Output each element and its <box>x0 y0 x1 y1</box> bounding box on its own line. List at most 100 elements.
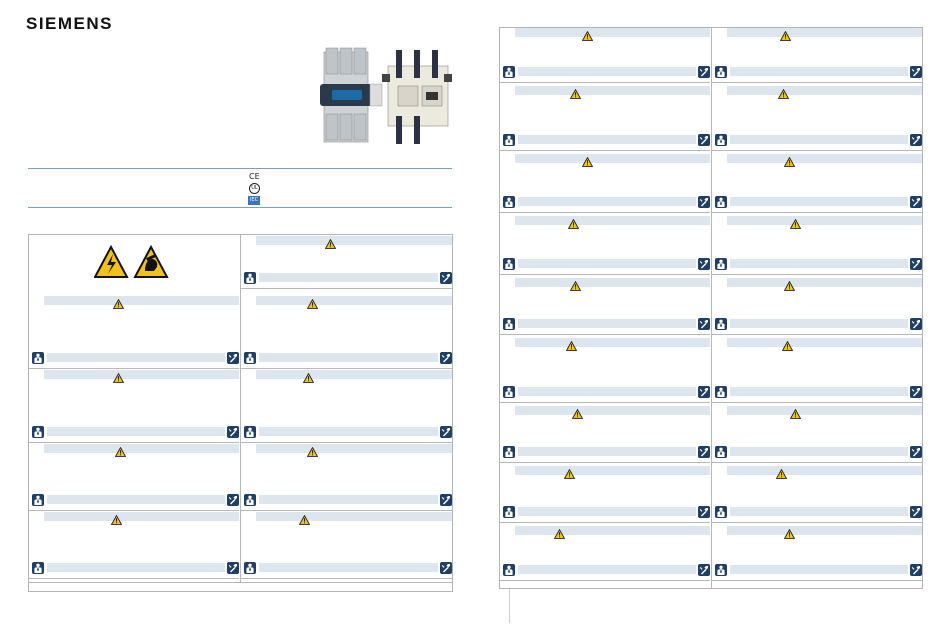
instruction-footer-bar <box>730 319 908 328</box>
instruction-divider <box>712 334 922 335</box>
iec-mark: IEC <box>248 196 260 205</box>
instruction-divider <box>241 578 452 579</box>
high-voltage-hazard-icon <box>94 245 129 278</box>
warning-triangle-icon <box>581 28 594 46</box>
instruction-block <box>500 28 710 83</box>
instruction-footer-bar <box>518 447 696 456</box>
instruction-header-bar <box>44 370 239 379</box>
warning-triangle-icon <box>779 28 792 46</box>
left-column-divider <box>240 234 241 582</box>
instruction-block <box>712 28 922 83</box>
electrician-person-icon <box>715 317 727 330</box>
instruction-divider <box>241 442 452 443</box>
instruction-divider <box>241 288 452 289</box>
instruction-divider <box>712 274 922 275</box>
screwdriver-tool-icon <box>227 351 239 364</box>
instruction-header-bar <box>515 216 710 225</box>
instruction-footer-bar <box>47 563 225 572</box>
instruction-header-bar <box>256 512 452 521</box>
instruction-divider <box>712 522 922 523</box>
right-column-divider <box>711 27 712 589</box>
instruction-footer-bar <box>518 135 696 144</box>
instruction-divider <box>500 522 710 523</box>
electrician-person-icon <box>715 257 727 270</box>
instruction-divider <box>712 462 922 463</box>
electrician-person-icon <box>715 195 727 208</box>
instruction-header-bar <box>727 278 922 287</box>
instruction-block <box>712 86 922 151</box>
instruction-divider <box>712 402 922 403</box>
header-rule-bottom <box>28 207 452 208</box>
instruction-divider <box>712 150 922 151</box>
warning-triangle-icon <box>775 466 788 484</box>
instruction-footer-bar <box>730 67 908 76</box>
screwdriver-tool-icon <box>698 257 710 270</box>
instruction-divider <box>500 212 710 213</box>
warning-triangle-icon <box>783 154 796 172</box>
warning-triangle-icon <box>569 86 582 104</box>
electrician-person-icon <box>503 65 515 78</box>
warning-triangle-icon <box>563 466 576 484</box>
instruction-block <box>29 512 239 579</box>
instruction-footer-bar <box>259 353 438 362</box>
instruction-header-bar <box>256 296 452 305</box>
instruction-block <box>712 278 922 335</box>
warning-triangle-icon <box>565 338 578 356</box>
instruction-block <box>500 86 710 151</box>
screwdriver-tool-icon <box>227 493 239 506</box>
instruction-divider <box>29 442 239 443</box>
instruction-block <box>29 444 239 511</box>
instruction-block <box>500 338 710 403</box>
instruction-header-bar <box>515 86 710 95</box>
instruction-footer-bar <box>47 353 225 362</box>
screwdriver-tool-icon <box>910 563 922 576</box>
instruction-footer-bar <box>518 565 696 574</box>
electrician-person-icon <box>32 493 44 506</box>
screwdriver-tool-icon <box>910 65 922 78</box>
instruction-header-bar <box>515 338 710 347</box>
instruction-divider <box>500 150 710 151</box>
hazard-pictograms <box>94 245 169 278</box>
warning-triangle-icon <box>114 444 127 462</box>
electrician-person-icon <box>715 385 727 398</box>
warning-triangle-icon <box>110 512 123 530</box>
page-fold-mark <box>509 589 510 623</box>
instruction-block <box>241 236 452 289</box>
instruction-footer-bar <box>518 259 696 268</box>
electrician-person-icon <box>503 257 515 270</box>
instruction-footer-bar <box>730 507 908 516</box>
product-image-switch-disconnector <box>320 47 452 144</box>
instruction-block <box>241 512 452 579</box>
screwdriver-tool-icon <box>910 257 922 270</box>
warning-triangle-icon <box>781 338 794 356</box>
electrician-person-icon <box>32 351 44 364</box>
electrician-person-icon <box>503 133 515 146</box>
instruction-header-bar <box>256 236 452 245</box>
instruction-header-bar <box>256 444 452 453</box>
instruction-footer-bar <box>259 563 438 572</box>
instruction-header-bar <box>44 296 239 305</box>
instruction-footer-bar <box>259 495 438 504</box>
instruction-block <box>712 216 922 275</box>
instruction-header-bar <box>727 406 922 415</box>
warning-triangle-icon <box>112 296 125 314</box>
ce-mark: CE <box>249 172 260 181</box>
instruction-header-bar <box>727 526 922 535</box>
screwdriver-tool-icon <box>698 195 710 208</box>
warning-triangle-icon <box>789 406 802 424</box>
instruction-footer-bar <box>47 427 225 436</box>
instruction-divider <box>500 82 710 83</box>
instruction-footer-bar <box>730 447 908 456</box>
screwdriver-tool-icon <box>910 133 922 146</box>
instruction-header-bar <box>727 28 922 37</box>
instruction-block <box>500 526 710 581</box>
screwdriver-tool-icon <box>910 445 922 458</box>
instruction-divider <box>712 580 922 581</box>
screwdriver-tool-icon <box>910 505 922 518</box>
instruction-block <box>500 154 710 213</box>
instruction-divider <box>500 274 710 275</box>
instruction-footer-bar <box>518 319 696 328</box>
instruction-footer-bar <box>518 507 696 516</box>
instruction-header-bar <box>515 28 710 37</box>
screwdriver-tool-icon <box>910 385 922 398</box>
